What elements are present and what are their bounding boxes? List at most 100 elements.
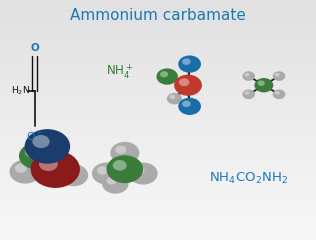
Circle shape: [242, 90, 255, 99]
Bar: [0, 10, 316, 11]
Bar: [0, 120, 316, 121]
Bar: [0, 103, 316, 104]
Circle shape: [182, 101, 191, 107]
Bar: [0, 124, 316, 125]
Text: Ammonium carbamate: Ammonium carbamate: [70, 8, 246, 24]
Bar: [0, 97, 316, 98]
Circle shape: [254, 78, 273, 92]
Bar: [0, 178, 316, 179]
Circle shape: [273, 71, 285, 81]
Bar: [0, 68, 316, 70]
Bar: [0, 230, 316, 232]
Bar: [0, 36, 316, 37]
Bar: [0, 31, 316, 32]
Bar: [0, 217, 316, 218]
Bar: [0, 184, 316, 185]
Circle shape: [59, 164, 88, 186]
Circle shape: [15, 164, 27, 173]
Bar: [0, 101, 316, 102]
Text: $\mathsf{NH_4CO_2NH_2}$: $\mathsf{NH_4CO_2NH_2}$: [209, 171, 288, 186]
Bar: [0, 155, 316, 156]
Bar: [0, 185, 316, 186]
Bar: [0, 156, 316, 157]
Circle shape: [106, 155, 143, 183]
Bar: [0, 136, 316, 137]
Bar: [0, 24, 316, 25]
Bar: [0, 202, 316, 203]
Bar: [0, 17, 316, 18]
Bar: [0, 85, 316, 86]
Bar: [0, 150, 316, 151]
Bar: [0, 134, 316, 136]
Bar: [0, 28, 316, 29]
Bar: [0, 215, 316, 216]
Bar: [0, 53, 316, 54]
Bar: [0, 130, 316, 131]
Bar: [0, 209, 316, 210]
Bar: [0, 152, 316, 154]
Bar: [0, 79, 316, 80]
Bar: [0, 32, 316, 34]
Bar: [0, 26, 316, 28]
Circle shape: [102, 174, 129, 194]
Bar: [0, 181, 316, 182]
Bar: [0, 8, 316, 10]
Bar: [0, 7, 316, 8]
Bar: [0, 187, 316, 188]
Bar: [0, 127, 316, 128]
Bar: [0, 22, 316, 23]
Bar: [0, 67, 316, 68]
Bar: [0, 6, 316, 7]
Bar: [0, 62, 316, 64]
Bar: [0, 161, 316, 162]
Circle shape: [25, 147, 38, 157]
Circle shape: [110, 142, 139, 164]
Bar: [0, 12, 316, 13]
Bar: [0, 224, 316, 226]
Bar: [0, 54, 316, 55]
Bar: [0, 73, 316, 74]
Bar: [0, 196, 316, 197]
Bar: [0, 55, 316, 56]
Bar: [0, 114, 316, 115]
Bar: [0, 72, 316, 73]
Bar: [0, 190, 316, 191]
Bar: [0, 34, 316, 35]
Circle shape: [245, 91, 249, 95]
Bar: [0, 76, 316, 77]
Circle shape: [97, 166, 108, 175]
Bar: [0, 235, 316, 236]
Bar: [0, 176, 316, 178]
Bar: [0, 132, 316, 133]
Bar: [0, 143, 316, 144]
Bar: [0, 0, 316, 1]
Bar: [0, 180, 316, 181]
Bar: [0, 30, 316, 31]
Bar: [0, 214, 316, 215]
Bar: [0, 71, 316, 72]
Bar: [0, 173, 316, 174]
Bar: [0, 74, 316, 76]
Circle shape: [242, 71, 255, 81]
Bar: [0, 208, 316, 209]
Bar: [0, 227, 316, 228]
Bar: [0, 61, 316, 62]
Bar: [0, 4, 316, 5]
Bar: [0, 56, 316, 58]
Bar: [0, 200, 316, 202]
Circle shape: [178, 55, 201, 73]
Circle shape: [9, 160, 41, 184]
Bar: [0, 137, 316, 138]
Bar: [0, 80, 316, 82]
Bar: [0, 5, 316, 6]
Bar: [0, 66, 316, 67]
Bar: [0, 94, 316, 95]
Circle shape: [25, 129, 70, 164]
Circle shape: [134, 166, 145, 175]
Circle shape: [245, 73, 249, 77]
Bar: [0, 151, 316, 152]
Bar: [0, 113, 316, 114]
Bar: [0, 206, 316, 208]
Bar: [0, 164, 316, 166]
Bar: [0, 41, 316, 42]
